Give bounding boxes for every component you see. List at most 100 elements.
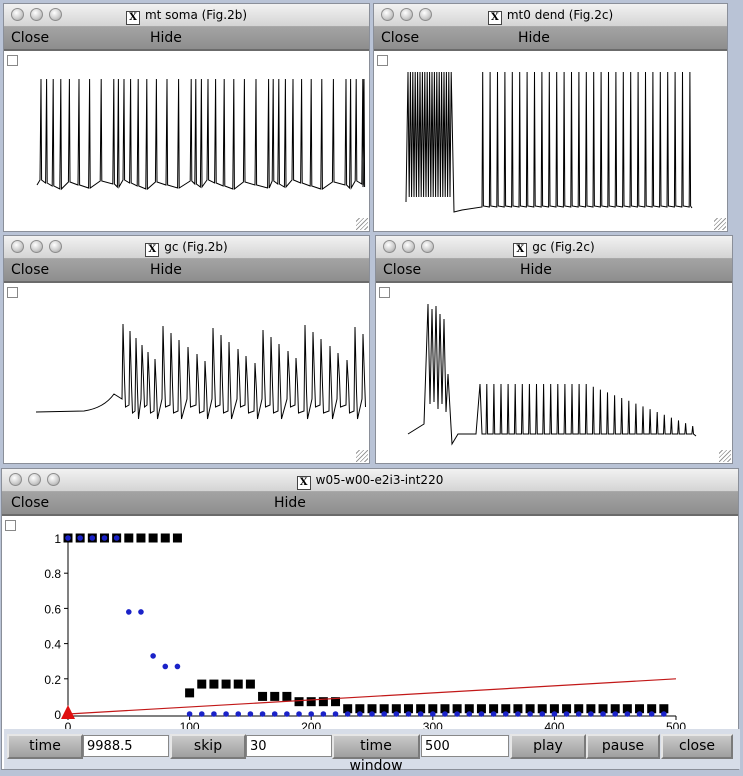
skip-button[interactable]: skip [170, 734, 246, 759]
black-square-point [172, 533, 182, 543]
blue-dot-point [150, 653, 156, 659]
x11-icon: X [513, 243, 528, 257]
blue-dot-point [502, 711, 509, 717]
black-square-point [124, 533, 134, 543]
time-window-button[interactable]: time window [332, 734, 420, 774]
blue-dot-point [357, 711, 363, 717]
plot-checkbox[interactable] [7, 55, 18, 66]
black-square-point [197, 679, 207, 689]
pause-button[interactable]: pause [586, 734, 660, 759]
black-square-point [574, 704, 584, 714]
close-menu-item[interactable]: Close [383, 262, 422, 278]
black-square-point [562, 704, 572, 714]
black-square-point [306, 697, 316, 707]
resize-grip-icon[interactable] [714, 218, 726, 230]
blue-dot-point [636, 711, 643, 717]
close-button[interactable]: close [661, 734, 733, 759]
plot-checkbox[interactable] [5, 520, 16, 531]
window-controls [11, 240, 68, 257]
minimize-window-icon[interactable] [30, 8, 43, 21]
black-square-point [452, 704, 462, 714]
minimize-window-icon[interactable] [402, 240, 415, 253]
black-square-point [464, 704, 474, 714]
blue-dot-point [320, 711, 327, 717]
black-square-point [282, 691, 292, 701]
plot-area [374, 52, 727, 231]
black-square-point [209, 679, 219, 689]
hide-menu-item[interactable]: Hide [274, 495, 306, 511]
black-square-point [428, 704, 438, 714]
black-square-point [489, 704, 499, 714]
close-window-icon[interactable] [383, 240, 396, 253]
y-tick-label: 1 [54, 532, 61, 546]
blue-dot-point [113, 535, 120, 541]
close-window-icon[interactable] [381, 8, 394, 21]
black-square-point [537, 704, 547, 714]
zoom-window-icon[interactable] [49, 8, 62, 21]
minimize-window-icon[interactable] [30, 240, 43, 253]
time-window-field[interactable] [421, 735, 509, 757]
minimize-window-icon[interactable] [28, 473, 41, 486]
time-cursor-marker [61, 705, 75, 719]
zoom-window-icon[interactable] [419, 8, 432, 21]
hide-menu-item[interactable]: Hide [520, 262, 552, 278]
time-button[interactable]: time [7, 734, 83, 759]
blue-dot-point [466, 711, 473, 717]
y-tick-label: 0 [54, 708, 61, 722]
black-square-point [525, 704, 535, 714]
blue-dot-point [77, 535, 83, 541]
zoom-window-icon[interactable] [421, 240, 434, 253]
x-tick-label: 100 [180, 720, 200, 729]
skip-field[interactable] [246, 735, 332, 757]
plot-checkbox[interactable] [377, 55, 388, 66]
plot-checkbox[interactable] [379, 287, 390, 298]
x-tick-label: 400 [544, 720, 564, 729]
blue-dot-point [624, 711, 631, 717]
blue-dot-point [126, 609, 132, 615]
close-window-icon[interactable] [11, 240, 24, 253]
hide-menu-item[interactable]: Hide [150, 30, 182, 46]
black-square-point [476, 704, 486, 714]
black-square-point [355, 704, 365, 714]
black-square-point [647, 704, 657, 714]
resize-grip-icon[interactable] [719, 450, 731, 462]
play-button[interactable]: play [510, 734, 586, 759]
close-menu-item[interactable]: Close [11, 30, 50, 46]
resize-grip-icon[interactable] [356, 218, 368, 230]
plot-area: 0 0.2 0.4 0.6 0.8 1 0 100 200 300 400 500 [2, 517, 738, 769]
blue-dot-point [65, 535, 71, 541]
close-window-icon[interactable] [11, 8, 24, 21]
y-tick-label: 0.2 [44, 673, 61, 687]
black-square-point [501, 704, 511, 714]
blue-dot-point [162, 663, 169, 670]
resize-grip-icon[interactable] [356, 450, 368, 462]
minimize-window-icon[interactable] [400, 8, 413, 21]
close-menu-item[interactable]: Close [381, 30, 420, 46]
zoom-window-icon[interactable] [49, 240, 62, 253]
close-window-icon[interactable] [9, 473, 22, 486]
blue-dot-point [661, 711, 667, 717]
conductance-trace [407, 303, 697, 446]
trace-plot [36, 78, 366, 191]
zoom-window-icon[interactable] [47, 473, 60, 486]
time-field[interactable] [83, 735, 169, 757]
plot-checkbox[interactable] [7, 287, 18, 298]
close-menu-item[interactable]: Close [11, 262, 50, 278]
blue-dot-point [430, 711, 436, 717]
blue-dot-point [259, 711, 266, 717]
hide-menu-item[interactable]: Hide [150, 262, 182, 278]
hide-menu-item[interactable]: Hide [518, 30, 550, 46]
black-square-point [622, 704, 632, 714]
black-square-point [160, 533, 170, 543]
close-menu-item[interactable]: Close [11, 495, 50, 511]
black-square-point [659, 704, 669, 714]
